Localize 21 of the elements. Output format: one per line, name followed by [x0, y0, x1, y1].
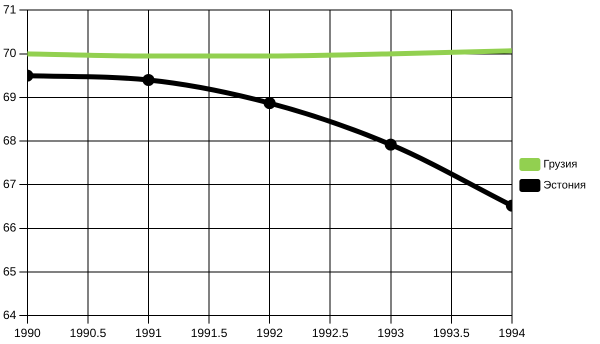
x-tick-label: 1993.5	[432, 326, 470, 340]
y-tick-label: 64	[2, 308, 17, 322]
x-tick-label: 1990.5	[70, 326, 107, 340]
x-tick-label: 1991.5	[190, 326, 228, 340]
y-tick-label: 70	[2, 46, 17, 60]
x-tick-label: 1991	[135, 326, 162, 340]
y-tick-label: 68	[2, 133, 17, 148]
point	[264, 97, 276, 110]
y-tick-label: 71	[2, 2, 17, 17]
x-tick-label: 1994	[498, 326, 526, 340]
y-tick-label: 69	[2, 90, 17, 104]
x-tick-label: 1990	[14, 326, 42, 340]
point	[384, 138, 397, 151]
x-tick-label: 1992	[256, 326, 284, 340]
y-tick-label: 67	[2, 177, 17, 192]
legend-label: Грузия	[543, 158, 578, 171]
legend-label: Эстония	[543, 180, 586, 192]
x-tick-label: 1993	[377, 326, 404, 340]
x-tick-label: 1992.5	[312, 326, 349, 340]
y-tick-label: 65	[2, 264, 17, 278]
y-tick-label: 66	[2, 220, 17, 235]
